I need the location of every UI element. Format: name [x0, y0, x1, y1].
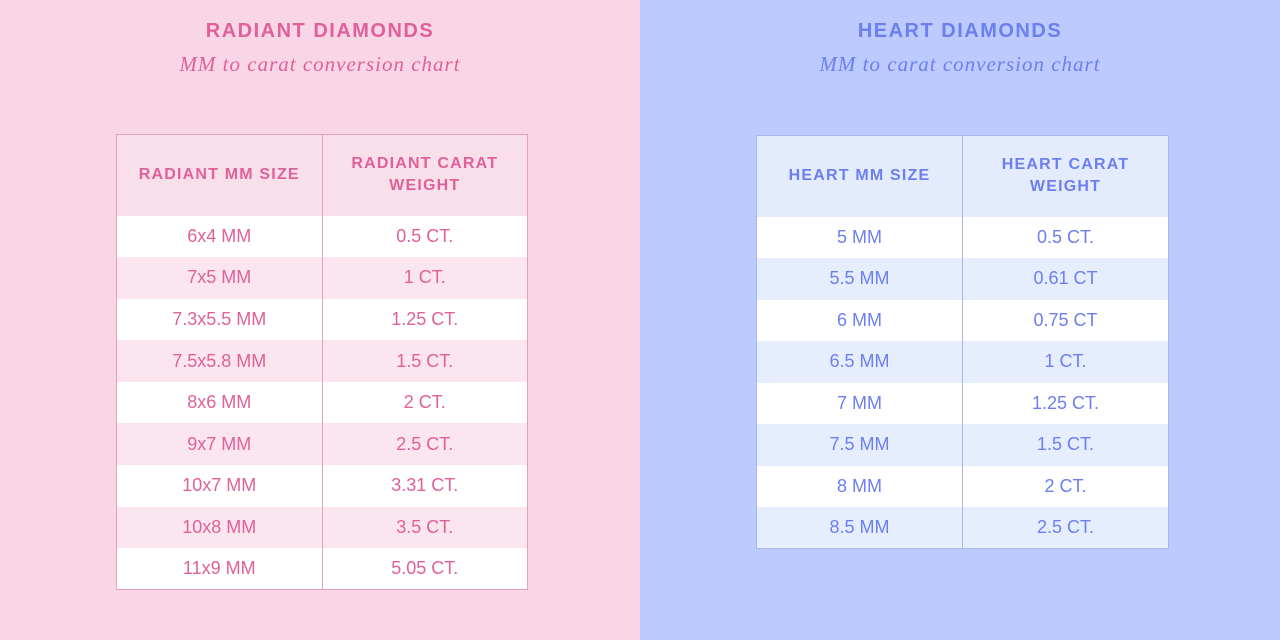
radiant-mm-size-header: RADIANT MM SIZE: [116, 134, 322, 216]
table-row: 6x4 MM 0.5 CT.: [116, 215, 528, 258]
mm-size-cell: 8 MM: [756, 465, 963, 507]
table-row: 8.5 MM 2.5 CT.: [756, 507, 1169, 549]
table-row: 6 MM 0.75 CT: [756, 299, 1169, 341]
table-row: 5.5 MM 0.61 CT: [756, 258, 1169, 300]
radiant-title: RADIANT DIAMONDS: [205, 20, 435, 42]
heart-carat-weight-header: HEART CARAT WEIGHT: [962, 135, 1169, 217]
mm-size-cell: 6.5 MM: [756, 341, 963, 383]
mm-size-cell: 8x6 MM: [116, 381, 322, 424]
mm-size-cell: 11x9 MM: [116, 548, 322, 590]
carat-weight-cell: 0.61 CT: [962, 258, 1169, 300]
table-row: 6.5 MM 1 CT.: [756, 341, 1169, 383]
radiant-panel: RADIANT DIAMONDS MM to carat conversion …: [0, 0, 640, 640]
table-row: 7.5 MM 1.5 CT.: [756, 424, 1169, 466]
mm-size-cell: 7x5 MM: [116, 257, 322, 299]
carat-weight-cell: 2 CT.: [962, 465, 1169, 507]
table-header-row: HEART MM SIZE HEART CARAT WEIGHT: [756, 135, 1169, 217]
carat-weight-cell: 3.31 CT.: [321, 465, 528, 507]
mm-size-cell: 6 MM: [756, 299, 963, 341]
heart-subtitle: MM to carat conversion chart: [819, 52, 1101, 76]
carat-weight-cell: 0.75 CT: [962, 299, 1169, 341]
mm-size-cell: 7.3x5.5 MM: [116, 298, 322, 341]
mm-size-cell: 10x7 MM: [116, 465, 322, 507]
mm-size-cell: 9x7 MM: [116, 423, 322, 466]
table-row: 7 MM 1.25 CT.: [756, 382, 1169, 424]
mm-size-cell: 10x8 MM: [116, 506, 322, 549]
heart-conversion-table: HEART MM SIZE HEART CARAT WEIGHT 5 MM 0.…: [756, 135, 1169, 549]
carat-weight-cell: 5.05 CT.: [321, 548, 528, 590]
radiant-carat-weight-header: RADIANT CARAT WEIGHT: [321, 134, 528, 216]
carat-weight-cell: 1.25 CT.: [321, 298, 528, 341]
table-row: 8 MM 2 CT.: [756, 465, 1169, 507]
carat-weight-cell: 1.5 CT.: [962, 424, 1169, 466]
mm-size-cell: 5.5 MM: [756, 258, 963, 300]
mm-size-cell: 6x4 MM: [116, 215, 322, 258]
table-row: 7x5 MM 1 CT.: [116, 257, 528, 299]
carat-weight-cell: 1.25 CT.: [962, 382, 1169, 424]
table-row: 5 MM 0.5 CT.: [756, 216, 1169, 258]
carat-weight-cell: 2 CT.: [321, 381, 528, 424]
carat-weight-cell: 3.5 CT.: [321, 506, 528, 549]
radiant-subtitle: MM to carat conversion chart: [179, 52, 461, 76]
heart-title: HEART DIAMONDS: [857, 20, 1063, 42]
mm-size-cell: 7 MM: [756, 382, 963, 424]
carat-weight-cell: 0.5 CT.: [962, 216, 1169, 258]
carat-weight-cell: 0.5 CT.: [321, 215, 528, 258]
carat-weight-cell: 1 CT.: [962, 341, 1169, 383]
table-row: 7.5x5.8 MM 1.5 CT.: [116, 340, 528, 382]
carat-weight-cell: 2.5 CT.: [321, 423, 528, 466]
radiant-conversion-table: RADIANT MM SIZE RADIANT CARAT WEIGHT 6x4…: [116, 134, 528, 591]
carat-weight-cell: 2.5 CT.: [962, 507, 1169, 549]
table-row: 10x8 MM 3.5 CT.: [116, 506, 528, 549]
mm-size-cell: 7.5 MM: [756, 424, 963, 466]
mm-size-cell: 8.5 MM: [756, 507, 963, 549]
mm-size-cell: 5 MM: [756, 216, 963, 258]
carat-weight-cell: 1.5 CT.: [321, 340, 528, 382]
carat-weight-cell: 1 CT.: [321, 257, 528, 299]
heart-panel: HEART DIAMONDS MM to carat conversion ch…: [640, 0, 1280, 640]
table-header-row: RADIANT MM SIZE RADIANT CARAT WEIGHT: [116, 134, 528, 216]
table-row: 11x9 MM 5.05 CT.: [116, 548, 528, 590]
table-row: 8x6 MM 2 CT.: [116, 381, 528, 424]
table-row: 9x7 MM 2.5 CT.: [116, 423, 528, 466]
table-row: 7.3x5.5 MM 1.25 CT.: [116, 298, 528, 341]
table-row: 10x7 MM 3.31 CT.: [116, 465, 528, 507]
mm-size-cell: 7.5x5.8 MM: [116, 340, 322, 382]
heart-mm-size-header: HEART MM SIZE: [756, 135, 963, 217]
